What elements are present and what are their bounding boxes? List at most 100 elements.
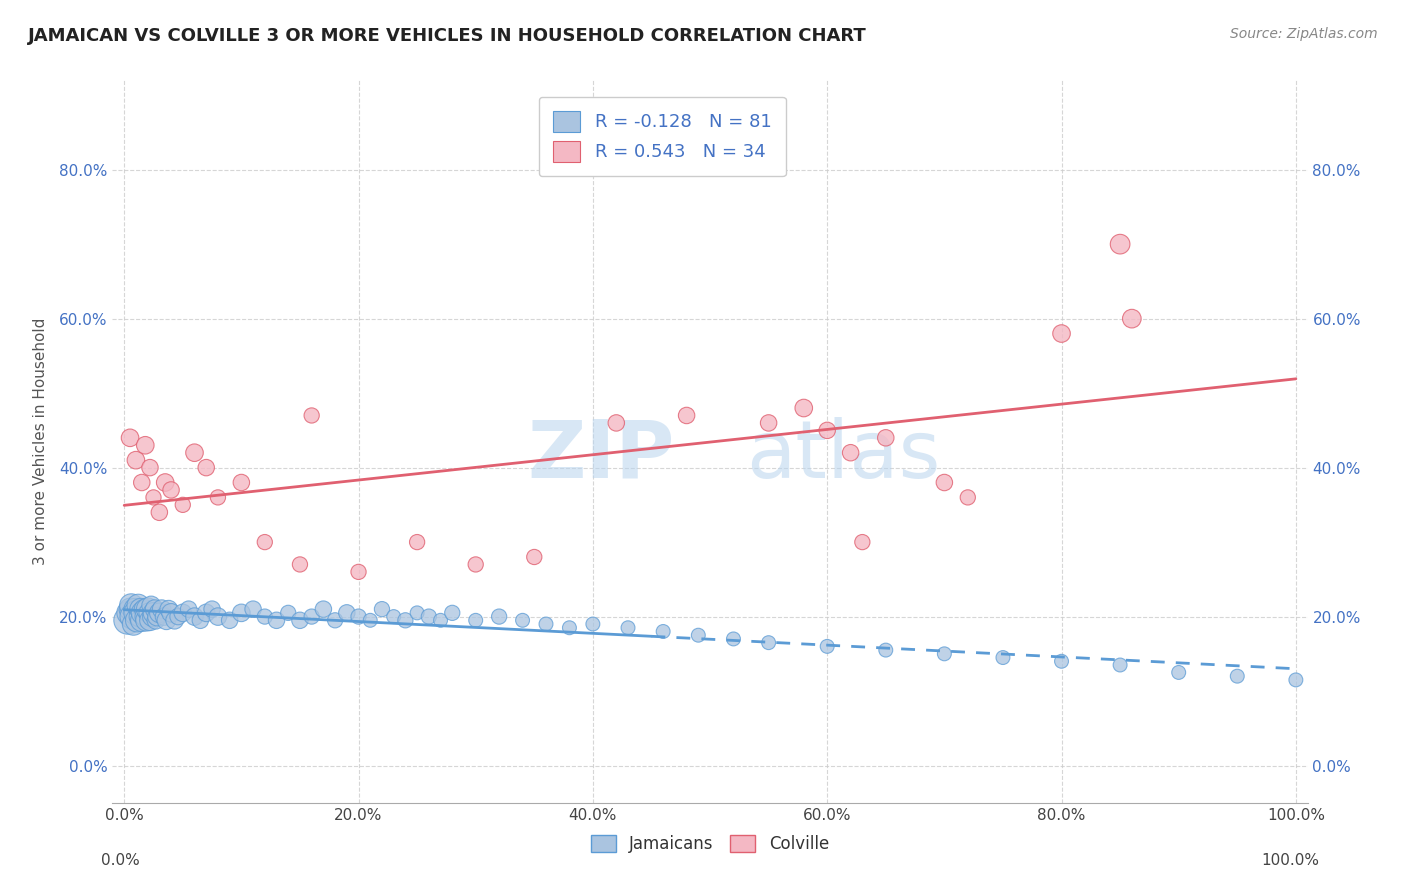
Point	[141, 609, 163, 624]
Point	[218, 613, 240, 627]
Point	[134, 609, 156, 624]
Point	[839, 446, 862, 460]
Point	[139, 613, 162, 627]
Point	[163, 613, 186, 627]
Point	[793, 401, 815, 415]
Point	[582, 617, 605, 632]
Point	[121, 609, 143, 624]
Point	[406, 606, 429, 620]
Point	[135, 613, 157, 627]
Point	[558, 621, 581, 635]
Point	[127, 613, 149, 627]
Point	[142, 606, 165, 620]
Point	[336, 606, 359, 620]
Point	[301, 409, 323, 423]
Point	[155, 613, 177, 627]
Text: ZIP: ZIP	[527, 417, 675, 495]
Point	[132, 602, 156, 616]
Point	[875, 643, 897, 657]
Point	[146, 609, 169, 624]
Point	[155, 475, 177, 490]
Point	[157, 602, 180, 616]
Point	[150, 602, 173, 616]
Point	[122, 617, 145, 632]
Point	[429, 613, 451, 627]
Point	[141, 599, 163, 613]
Point	[195, 460, 218, 475]
Point	[875, 431, 897, 445]
Point	[145, 613, 167, 627]
Point	[172, 606, 194, 620]
Point	[534, 617, 557, 632]
Point	[1167, 665, 1189, 680]
Point	[758, 635, 780, 649]
Point	[382, 609, 405, 624]
Point	[172, 498, 194, 512]
Point	[266, 613, 288, 627]
Point	[288, 613, 311, 627]
Point	[142, 491, 165, 505]
Text: JAMAICAN VS COLVILLE 3 OR MORE VEHICLES IN HOUSEHOLD CORRELATION CHART: JAMAICAN VS COLVILLE 3 OR MORE VEHICLES …	[28, 27, 868, 45]
Point	[167, 609, 190, 624]
Point	[120, 602, 141, 616]
Point	[125, 606, 148, 620]
Point	[464, 613, 486, 627]
Point	[253, 609, 276, 624]
Point	[605, 416, 627, 430]
Point	[1285, 673, 1308, 687]
Point	[136, 602, 159, 616]
Point	[183, 609, 205, 624]
Point	[406, 535, 429, 549]
Point	[253, 535, 276, 549]
Point	[688, 628, 710, 642]
Point	[117, 613, 139, 627]
Text: 100.0%: 100.0%	[1261, 854, 1320, 869]
Point	[129, 602, 152, 616]
Point	[148, 505, 170, 519]
Point	[815, 423, 838, 437]
Point	[301, 609, 323, 624]
Point	[201, 602, 224, 616]
Point	[131, 613, 153, 627]
Point	[195, 606, 218, 620]
Text: Source: ZipAtlas.com: Source: ZipAtlas.com	[1230, 27, 1378, 41]
Point	[418, 609, 440, 624]
Point	[138, 606, 160, 620]
Point	[1109, 237, 1132, 252]
Point	[153, 609, 176, 624]
Point	[143, 602, 166, 616]
Point	[488, 609, 510, 624]
Point	[139, 460, 162, 475]
Point	[523, 549, 546, 564]
Point	[132, 606, 155, 620]
Point	[160, 483, 183, 497]
Point	[188, 613, 212, 627]
Point	[464, 558, 486, 572]
Point	[127, 599, 149, 613]
Point	[207, 609, 229, 624]
Legend: Jamaicans, Colville: Jamaicans, Colville	[585, 828, 835, 860]
Point	[231, 606, 253, 620]
Point	[512, 613, 534, 627]
Point	[183, 446, 205, 460]
Point	[617, 621, 640, 635]
Text: atlas: atlas	[747, 417, 941, 495]
Point	[148, 606, 170, 620]
Point	[242, 602, 264, 616]
Point	[956, 491, 979, 505]
Point	[1050, 654, 1073, 668]
Point	[124, 602, 146, 616]
Point	[134, 438, 156, 452]
Point	[815, 640, 838, 654]
Point	[758, 416, 780, 430]
Point	[371, 602, 394, 616]
Point	[177, 602, 200, 616]
Point	[120, 599, 142, 613]
Point	[128, 609, 150, 624]
Point	[231, 475, 253, 490]
Point	[120, 431, 141, 445]
Text: 0.0%: 0.0%	[101, 854, 139, 869]
Point	[347, 565, 370, 579]
Point	[723, 632, 745, 646]
Point	[934, 475, 956, 490]
